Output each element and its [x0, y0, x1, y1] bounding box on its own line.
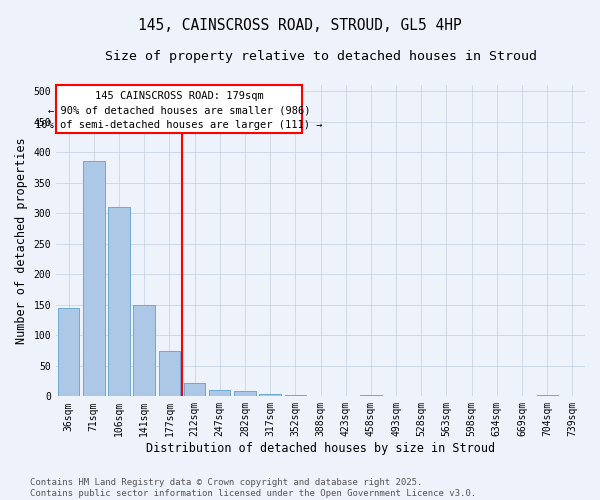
Bar: [360, 395, 382, 396]
Bar: [184, 383, 205, 396]
Bar: [83, 162, 104, 396]
Bar: [234, 392, 256, 396]
Text: 145, CAINSCROSS ROAD, STROUD, GL5 4HP: 145, CAINSCROSS ROAD, STROUD, GL5 4HP: [138, 18, 462, 32]
Text: Contains HM Land Registry data © Crown copyright and database right 2025.
Contai: Contains HM Land Registry data © Crown c…: [30, 478, 476, 498]
Bar: [109, 207, 130, 396]
Bar: [133, 305, 155, 396]
Text: ← 90% of detached houses are smaller (986): ← 90% of detached houses are smaller (98…: [48, 105, 310, 115]
Bar: [58, 308, 79, 396]
Y-axis label: Number of detached properties: Number of detached properties: [15, 138, 28, 344]
Text: 10% of semi-detached houses are larger (111) →: 10% of semi-detached houses are larger (…: [35, 120, 323, 130]
Bar: [259, 394, 281, 396]
Bar: [158, 350, 180, 397]
Bar: [536, 394, 558, 396]
Title: Size of property relative to detached houses in Stroud: Size of property relative to detached ho…: [104, 50, 536, 63]
FancyBboxPatch shape: [56, 85, 302, 134]
Bar: [209, 390, 230, 396]
X-axis label: Distribution of detached houses by size in Stroud: Distribution of detached houses by size …: [146, 442, 495, 455]
Bar: [284, 395, 306, 396]
Text: 145 CAINSCROSS ROAD: 179sqm: 145 CAINSCROSS ROAD: 179sqm: [95, 90, 263, 101]
